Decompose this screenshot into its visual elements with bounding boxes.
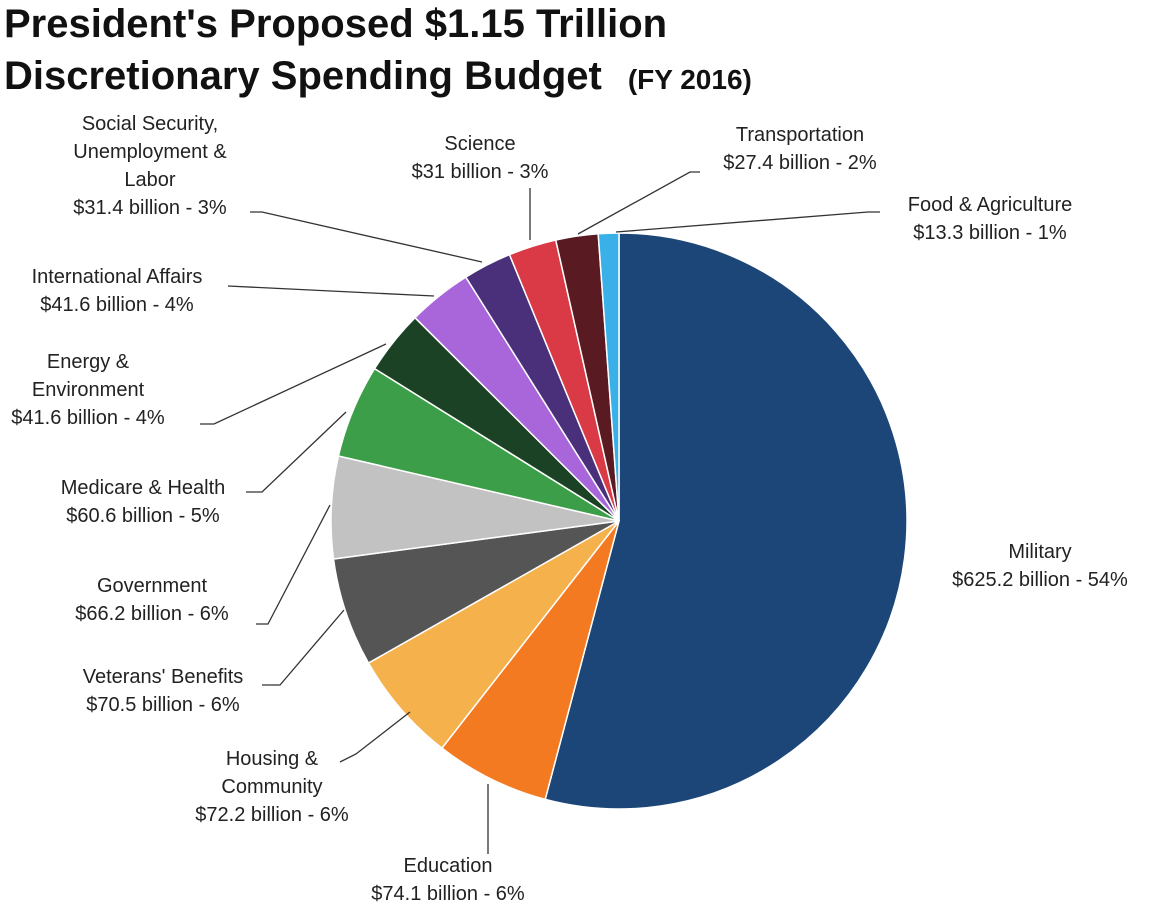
slice-education: [440, 520, 620, 801]
leader-line-social-security-unemployment-labor: [250, 211, 483, 263]
label-medicare-health: Medicare & Health $60.6 billion - 5%: [61, 477, 226, 527]
label-line: $41.6 billion - 4%: [40, 294, 194, 316]
label-line: $41.6 billion - 4%: [11, 407, 165, 429]
label-line: Housing &: [226, 748, 319, 770]
label-line: Unemployment &: [73, 141, 227, 163]
label-line: Military: [1008, 541, 1071, 563]
leader-line-government: [256, 504, 331, 625]
slice-military: [544, 232, 908, 810]
label-veterans-benefits: Veterans' Benefits $70.5 billion - 6%: [83, 666, 244, 716]
label-line: $27.4 billion - 2%: [723, 152, 877, 174]
label-line: $60.6 billion - 5%: [66, 505, 220, 527]
label-military: Military $625.2 billion - 54%: [952, 541, 1128, 591]
label-line: $31.4 billion - 3%: [73, 197, 227, 219]
label-line: Community: [221, 776, 322, 798]
chart-title-line2: Discretionary Spending Budget (FY 2016): [4, 54, 752, 99]
chart-title-main: Discretionary Spending Budget: [4, 54, 602, 98]
label-science: Science $31 billion - 3%: [412, 133, 549, 183]
label-line: Medicare & Health: [61, 477, 226, 499]
chart-title-line1: President's Proposed $1.15 Trillion: [4, 2, 668, 46]
label-line: Environment: [32, 379, 145, 401]
label-housing-community: Housing & Community $72.2 billion - 6%: [195, 748, 349, 826]
label-food-agriculture: Food & Agriculture $13.3 billion - 1%: [908, 194, 1073, 244]
label-line: Government: [97, 575, 207, 597]
label-education: Education $74.1 billion - 6%: [371, 855, 525, 905]
label-line: $74.1 billion - 6%: [371, 883, 525, 905]
label-government: Government $66.2 billion - 6%: [75, 575, 229, 625]
slice-food-agriculture: [597, 232, 620, 522]
label-line: Food & Agriculture: [908, 194, 1073, 216]
label-line: Social Security,: [82, 113, 218, 135]
leader-line-medicare-health: [246, 411, 347, 493]
label-line: Labor: [124, 169, 175, 191]
label-line: $625.2 billion - 54%: [952, 569, 1128, 591]
leader-line-veterans-benefits: [262, 609, 345, 686]
label-energy-environment: Energy & Environment $41.6 billion - 4%: [11, 351, 165, 429]
label-line: Science: [444, 133, 515, 155]
label-line: $72.2 billion - 6%: [195, 804, 349, 826]
label-line: $31 billion - 3%: [412, 161, 549, 183]
label-line: Energy &: [47, 351, 130, 373]
label-line: $13.3 billion - 1%: [913, 222, 1067, 244]
label-social-security-unemployment-labor: Social Security, Unemployment & Labor $31.4…: [73, 113, 227, 219]
leader-line-housing-community: [339, 711, 411, 763]
chart-subtitle-fiscal-year: (FY 2016): [627, 64, 752, 95]
label-line: $66.2 billion - 6%: [75, 603, 229, 625]
label-line: $70.5 billion - 6%: [86, 694, 240, 716]
label-international-affairs: International Affairs $41.6 billion - 4%: [32, 266, 203, 316]
leader-line-energy-environment: [200, 343, 387, 425]
leader-line-transportation: [577, 171, 700, 235]
leader-line-international-affairs: [227, 285, 435, 297]
label-line: Education: [404, 855, 493, 877]
label-line: Veterans' Benefits: [83, 666, 244, 688]
label-transportation: Transportation $27.4 billion - 2%: [723, 124, 877, 174]
label-line: Transportation: [736, 124, 864, 146]
label-line: International Affairs: [32, 266, 203, 288]
leader-line-food-agriculture: [615, 211, 880, 233]
